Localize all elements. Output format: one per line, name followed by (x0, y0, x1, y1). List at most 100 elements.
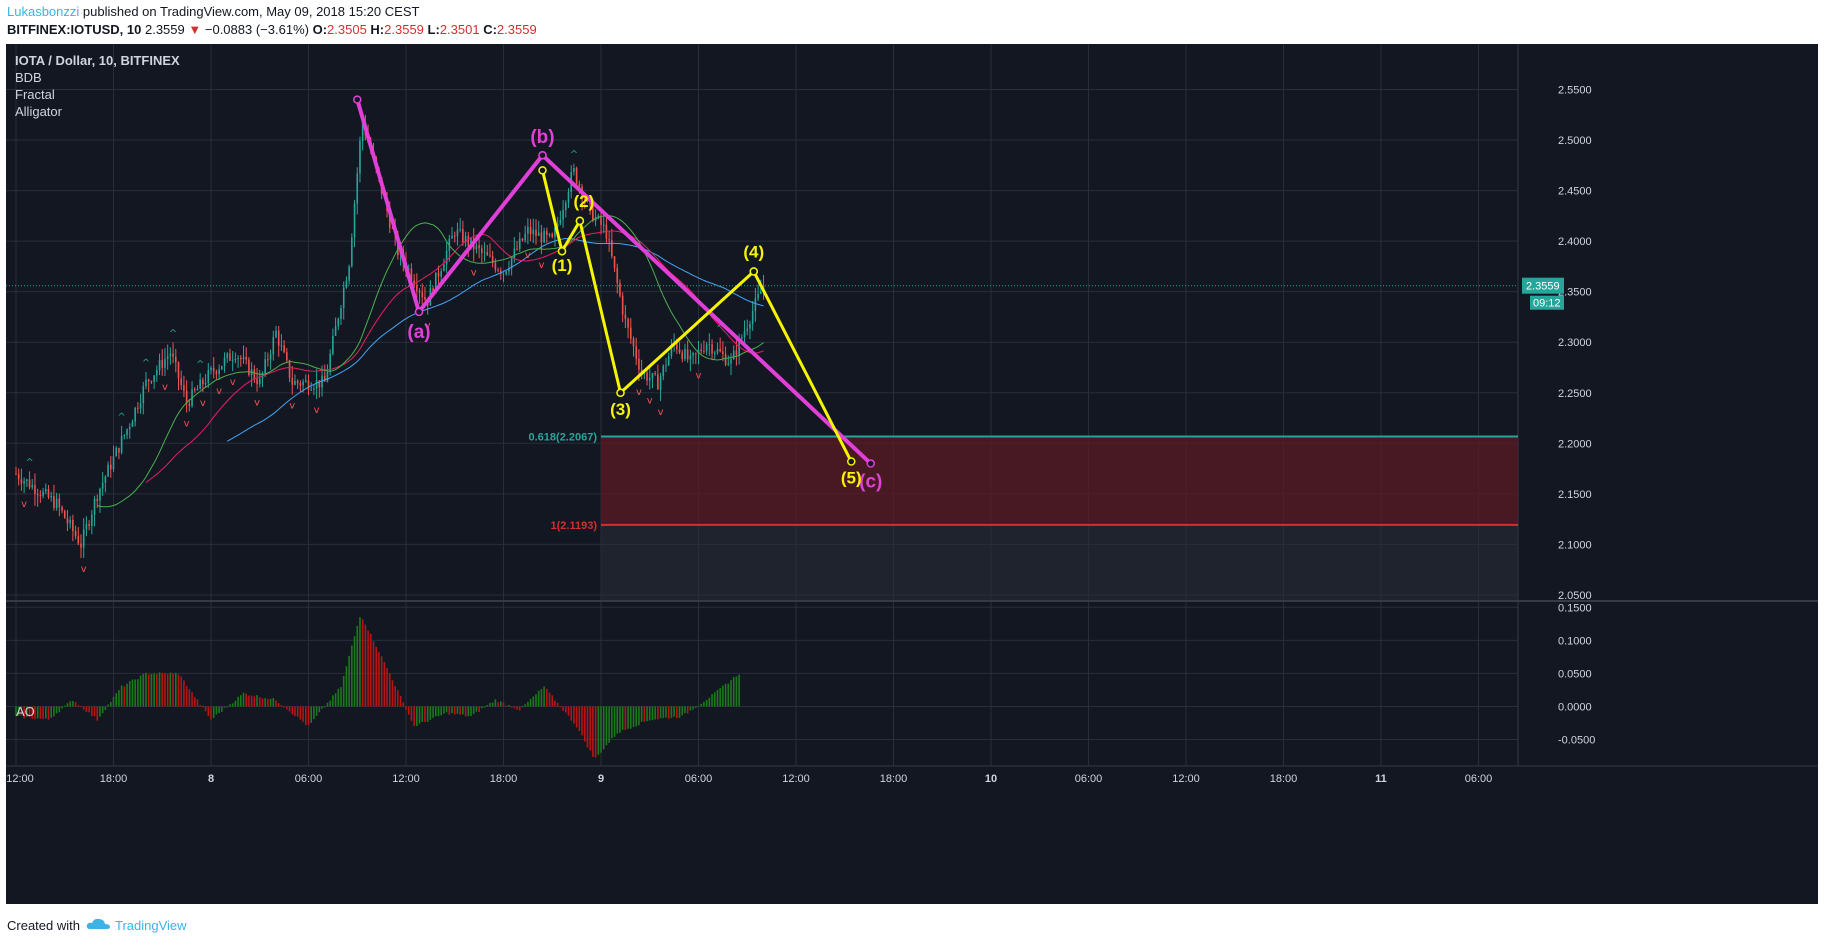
ao-histogram (15, 617, 740, 758)
open-label: O: (312, 22, 328, 37)
ao-bar (581, 706, 583, 736)
time-axis-label: 12:00 (782, 773, 810, 785)
candle-body (600, 215, 602, 225)
candle-body (456, 229, 459, 237)
ao-bar (605, 706, 608, 746)
price-axis-label: 2.1500 (1558, 489, 1592, 501)
candle-body (491, 256, 494, 263)
ao-bar (711, 694, 713, 707)
countdown-badge (1530, 295, 1564, 310)
ao-bar (426, 706, 429, 722)
candle-body (329, 353, 331, 372)
ao-bar (543, 686, 545, 707)
ao-bar (380, 656, 383, 707)
candle-body (459, 228, 461, 230)
last-price: 2.3559 (144, 22, 185, 37)
ao-bar (39, 706, 42, 719)
legend-indicator-alligator[interactable]: Alligator (15, 104, 62, 119)
alligator-lips-line (97, 214, 764, 508)
ao-bar (85, 706, 88, 713)
candle-body (245, 356, 248, 360)
time-axis-label: 18:00 (490, 773, 518, 785)
ao-bar (527, 701, 529, 707)
fractal-down-icon: v (525, 250, 531, 261)
ao-bar (592, 706, 594, 757)
ao-bar (36, 706, 39, 719)
fractal-down-icon: v (81, 564, 87, 575)
legend-indicator-fractal[interactable]: Fractal (15, 87, 55, 102)
price-axis-label: 2.3000 (1558, 337, 1592, 349)
price-axis-label: 2.0500 (1558, 590, 1592, 602)
wave-label: (b) (530, 127, 554, 148)
candle-body (665, 365, 667, 367)
candle-body (502, 273, 505, 275)
candle-body (218, 369, 220, 374)
ao-bar (413, 706, 415, 727)
legend-indicator-bdb[interactable]: BDB (15, 70, 42, 85)
ao-bar (722, 685, 724, 707)
ao-bar (188, 689, 191, 707)
candle-body (451, 235, 453, 239)
ao-bar (109, 701, 112, 707)
candle-body (676, 341, 678, 350)
ao-bar (378, 652, 380, 707)
candle-body (546, 230, 548, 235)
ao-bar (359, 617, 361, 707)
candle-body (657, 374, 659, 390)
ao-bar (264, 698, 266, 707)
candle-body (85, 524, 88, 530)
ao-bar (318, 706, 321, 713)
ao-bar (275, 700, 277, 707)
candle-body (345, 280, 348, 288)
ao-bar (548, 692, 551, 707)
ao-bar (218, 706, 220, 714)
candle-body (651, 373, 654, 379)
author-link[interactable]: Lukasbonzzi (7, 4, 80, 19)
candle-body (23, 480, 25, 484)
candle-body (708, 344, 711, 346)
time-axis-label: 9 (598, 773, 604, 785)
ao-bar (483, 706, 486, 708)
ao-bar (131, 679, 134, 707)
chart-area[interactable]: 0.618(2.2067) 1(2.1193) v ^ v ^ ^ v ^ v ^ v v v v v v v v v… (6, 44, 1818, 904)
candle-body (191, 389, 193, 406)
ao-bar (158, 672, 161, 707)
ao-bar (472, 706, 475, 714)
tradingview-brand[interactable]: TradingView (115, 918, 187, 933)
ao-bar (142, 673, 145, 707)
ao-bar (372, 641, 375, 707)
ao-bar (288, 706, 291, 712)
candle-body (142, 386, 145, 404)
candle-body (646, 372, 648, 381)
ao-bar (640, 706, 643, 722)
ao-bar (321, 706, 323, 709)
candle-body (237, 357, 239, 359)
candle-body (104, 476, 107, 483)
candle-body (145, 379, 147, 387)
wave-anchor (353, 95, 362, 104)
time-axis-label: 06:00 (1075, 773, 1103, 785)
candle-body (307, 380, 310, 390)
ao-bar (239, 695, 242, 707)
candle-body (156, 370, 158, 376)
wave-segment (619, 269, 756, 395)
ao-axis-label: 0.1000 (1558, 635, 1592, 647)
ao-bar (470, 706, 472, 717)
candle-body (351, 237, 353, 267)
candle-body (120, 436, 123, 453)
ao-bar (31, 706, 34, 719)
candle-body (169, 353, 172, 357)
wave-label: (c) (859, 472, 882, 493)
candle-body (361, 122, 364, 141)
ao-bar (210, 706, 212, 720)
ao-bar (575, 706, 578, 728)
candle-body (275, 330, 277, 338)
candle-body (470, 238, 472, 246)
ao-bar (451, 706, 453, 714)
candle-body (223, 357, 226, 366)
wave-segment (578, 219, 622, 395)
ao-bar (445, 706, 448, 713)
candle-body (280, 345, 283, 347)
fractal-up-icon: ^ (117, 412, 125, 423)
